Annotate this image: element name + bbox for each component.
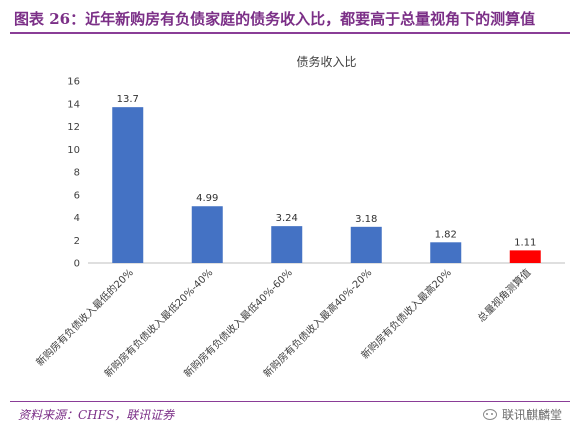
figure-title: 图表 26：近年新购房有负债家庭的债务收入比，都要高于总量视角下的测算值 [14,10,536,28]
watermark: 联讯麒麟堂 [482,406,562,423]
bar [271,226,303,263]
x-axis-labels: 新购房有负债收入最低的20%新购房有负债收入最低20%-40%新购房有负债收入最… [33,266,533,380]
bar [191,206,223,263]
y-tick-label: 4 [74,213,80,224]
bar-value-label: 4.99 [196,193,218,204]
bar-chart: 债务收入比 0 2 4 6 8 10 12 14 16 13.7 4.99 3.24 3.18 1.82… [33,54,565,380]
y-tick-label: 6 [74,190,80,201]
chart-title: 债务收入比 [296,54,356,69]
y-tick-label: 0 [74,259,80,270]
watermark-text: 联讯麒麟堂 [501,408,562,422]
y-tick-label: 14 [67,99,80,110]
bar [112,107,144,263]
y-axis: 0 2 4 6 8 10 12 14 16 [67,77,80,270]
x-tick-label: 总量视角测算值 [475,266,534,325]
y-tick-label: 16 [67,77,80,88]
footer-divider [10,401,570,402]
bar [350,226,382,263]
bar-value-label: 1.11 [514,237,536,248]
source-note: 资料来源：CHFS，联讯证券 [18,408,175,422]
bar [509,250,541,263]
bar-value-label: 1.82 [435,229,457,240]
bar-value-label: 13.7 [117,94,139,105]
bar-value-label: 3.24 [276,213,298,224]
y-tick-label: 10 [67,145,80,156]
bars [112,107,541,263]
bar-value-label: 3.18 [355,214,377,225]
bar [430,242,462,263]
x-tick-label: 新购房有负债收入最高20% [358,266,454,362]
y-tick-label: 8 [74,168,80,179]
value-labels: 13.7 4.99 3.24 3.18 1.82 1.11 [117,94,537,248]
y-tick-label: 2 [74,236,80,247]
y-tick-label: 12 [67,122,80,133]
wechat-icon [482,409,497,420]
title-divider [10,32,570,34]
